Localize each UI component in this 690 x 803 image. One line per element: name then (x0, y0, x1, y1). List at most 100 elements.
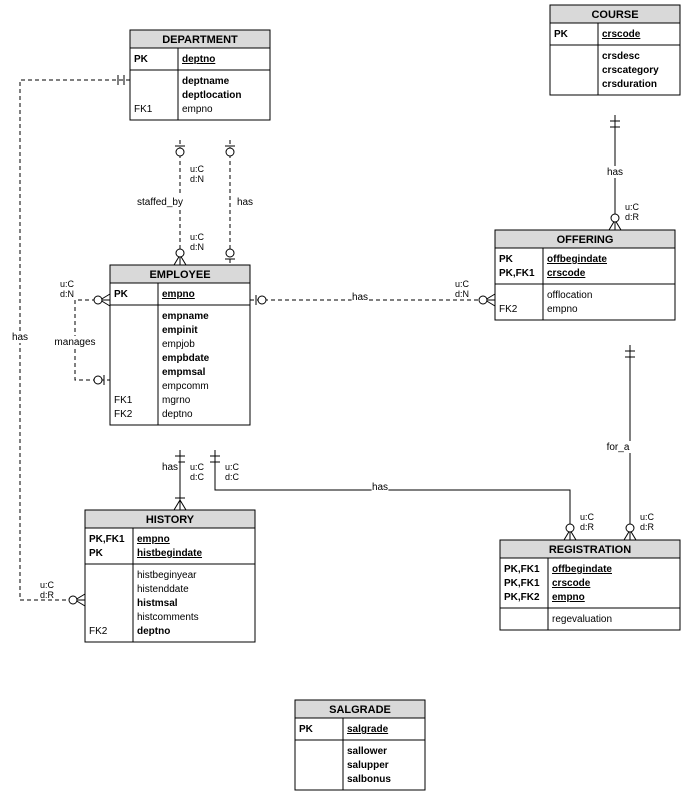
svg-text:PK,FK2: PK,FK2 (504, 592, 540, 603)
attr: crsdesc (602, 51, 640, 62)
rel-label: has (372, 482, 388, 493)
rel-label: for_a (607, 442, 630, 453)
attr: regevaluation (552, 614, 612, 625)
relationship-dept-emp-has: has (225, 140, 253, 265)
svg-text:PK: PK (89, 548, 104, 559)
svg-text:FK2: FK2 (499, 304, 518, 315)
attr: empinit (162, 325, 198, 336)
entity-salgrade: SALGRADE PK salgrade sallower salupper salbon… (295, 700, 425, 790)
attr: histbeginyear (137, 570, 197, 581)
attr: histmsal (137, 598, 178, 609)
svg-text:PK,FK1: PK,FK1 (504, 578, 540, 589)
svg-text:u:C: u:C (190, 232, 205, 242)
svg-text:FK2: FK2 (114, 409, 133, 420)
attr: salbonus (347, 774, 391, 785)
pk-attr: offbegindate (547, 254, 607, 265)
pk-attr: salgrade (347, 724, 389, 735)
svg-text:d:N: d:N (60, 289, 74, 299)
svg-text:PK: PK (134, 54, 149, 65)
pk-attr: empno (162, 289, 195, 300)
relationship-emp-offering-has: has u:Cd:N (250, 279, 495, 306)
entity-history: HISTORY PK,FK1 empno PK histbegindate histbeg… (85, 510, 255, 642)
attr: salupper (347, 760, 389, 771)
pk-attr: histbegindate (137, 548, 202, 559)
rel-label: has (12, 332, 28, 343)
relationship-dept-emp-staffed: staffed_byu:Cd:Nu:Cd:N (132, 140, 205, 265)
svg-text:PK,FK1: PK,FK1 (89, 534, 125, 545)
svg-text:u:C: u:C (60, 279, 75, 289)
entity-title: EMPLOYEE (149, 269, 210, 281)
entity-title: OFFERING (557, 234, 614, 246)
svg-text:u:C: u:C (580, 512, 595, 522)
rel-label: manages (54, 337, 95, 348)
svg-text:PK,FK1: PK,FK1 (504, 564, 540, 575)
svg-text:FK2: FK2 (89, 626, 108, 637)
svg-text:d:R: d:R (625, 212, 640, 222)
svg-text:PK,FK1: PK,FK1 (499, 268, 535, 279)
attr: mgrno (162, 395, 191, 406)
attr: empno (182, 104, 213, 115)
svg-text:FK1: FK1 (114, 395, 133, 406)
relationship-emp-manages: manages u:Cd:N (54, 279, 110, 385)
attr: histcomments (137, 612, 199, 623)
entity-department: DEPARTMENT PK deptno deptname deptlocation FK… (130, 30, 270, 120)
rel-label: has (607, 167, 623, 178)
pk-attr: crscode (602, 29, 641, 40)
entity-title: COURSE (591, 9, 638, 21)
rel-label: has (352, 292, 368, 303)
svg-text:u:C: u:C (640, 512, 655, 522)
entity-title: DEPARTMENT (162, 34, 238, 46)
relationship-emp-reg-has: hasu:Cd:Cu:Cd:R (210, 450, 595, 540)
entity-employee: EMPLOYEEPKempnoempnameempinitempjobempbd… (110, 265, 250, 425)
entity-title: HISTORY (146, 514, 195, 526)
attr: deptname (182, 76, 230, 87)
attr: sallower (347, 746, 387, 757)
attr: empmsal (162, 367, 206, 378)
pk-attr: offbegindate (552, 564, 612, 575)
rel-label: has (162, 462, 178, 473)
svg-text:u:C: u:C (625, 202, 640, 212)
pk-attr: empno (552, 592, 585, 603)
relationship-emp-history-has: has u:Cd:C (162, 450, 205, 510)
svg-text:d:R: d:R (640, 522, 655, 532)
attr: deptlocation (182, 90, 241, 101)
attr: empname (162, 311, 209, 322)
attr: empbdate (162, 353, 210, 364)
entity-course: COURSEPKcrscodecrsdesccrscategorycrsdura… (550, 5, 680, 95)
svg-text:d:N: d:N (190, 242, 204, 252)
er-diagram: staffed_byu:Cd:Nu:Cd:Nhasmanagesu:Cd:Nha… (0, 0, 690, 803)
svg-text:d:N: d:N (190, 174, 204, 184)
svg-text:d:R: d:R (580, 522, 595, 532)
svg-text:PK: PK (299, 724, 314, 735)
entity-title: SALGRADE (329, 704, 391, 716)
svg-text:d:N: d:N (455, 289, 469, 299)
rel-label: has (237, 197, 253, 208)
attr: empcomm (162, 381, 209, 392)
attr: deptno (137, 626, 170, 637)
svg-text:d:C: d:C (225, 472, 240, 482)
svg-text:u:C: u:C (225, 462, 240, 472)
svg-text:d:C: d:C (190, 472, 205, 482)
entity-offering: OFFERING PK offbegindate PK,FK1 crscode offlo… (495, 230, 675, 320)
pk-attr: crscode (552, 578, 591, 589)
svg-text:u:C: u:C (190, 164, 205, 174)
relationship-offering-reg-for_a: for_a u:Cd:R (604, 345, 655, 540)
svg-text:PK: PK (114, 289, 129, 300)
attr: empno (547, 304, 578, 315)
entity-registration: REGISTRATIONPK,FK1offbegindatePK,FK1crsc… (500, 540, 680, 630)
pk-attr: empno (137, 534, 170, 545)
svg-text:u:C: u:C (40, 580, 55, 590)
svg-text:d:R: d:R (40, 590, 55, 600)
svg-text:FK1: FK1 (134, 104, 153, 115)
pk-attr: crscode (547, 268, 586, 279)
relationship-course-offering-has: has u:Cd:R (607, 115, 640, 230)
attr: offlocation (547, 290, 592, 301)
svg-text:u:C: u:C (455, 279, 470, 289)
svg-text:PK: PK (554, 29, 569, 40)
pk-attr: deptno (182, 54, 215, 65)
attr: histenddate (137, 584, 189, 595)
attr: deptno (162, 409, 193, 420)
svg-text:u:C: u:C (190, 462, 205, 472)
attr: crscategory (602, 65, 659, 76)
svg-text:PK: PK (499, 254, 514, 265)
